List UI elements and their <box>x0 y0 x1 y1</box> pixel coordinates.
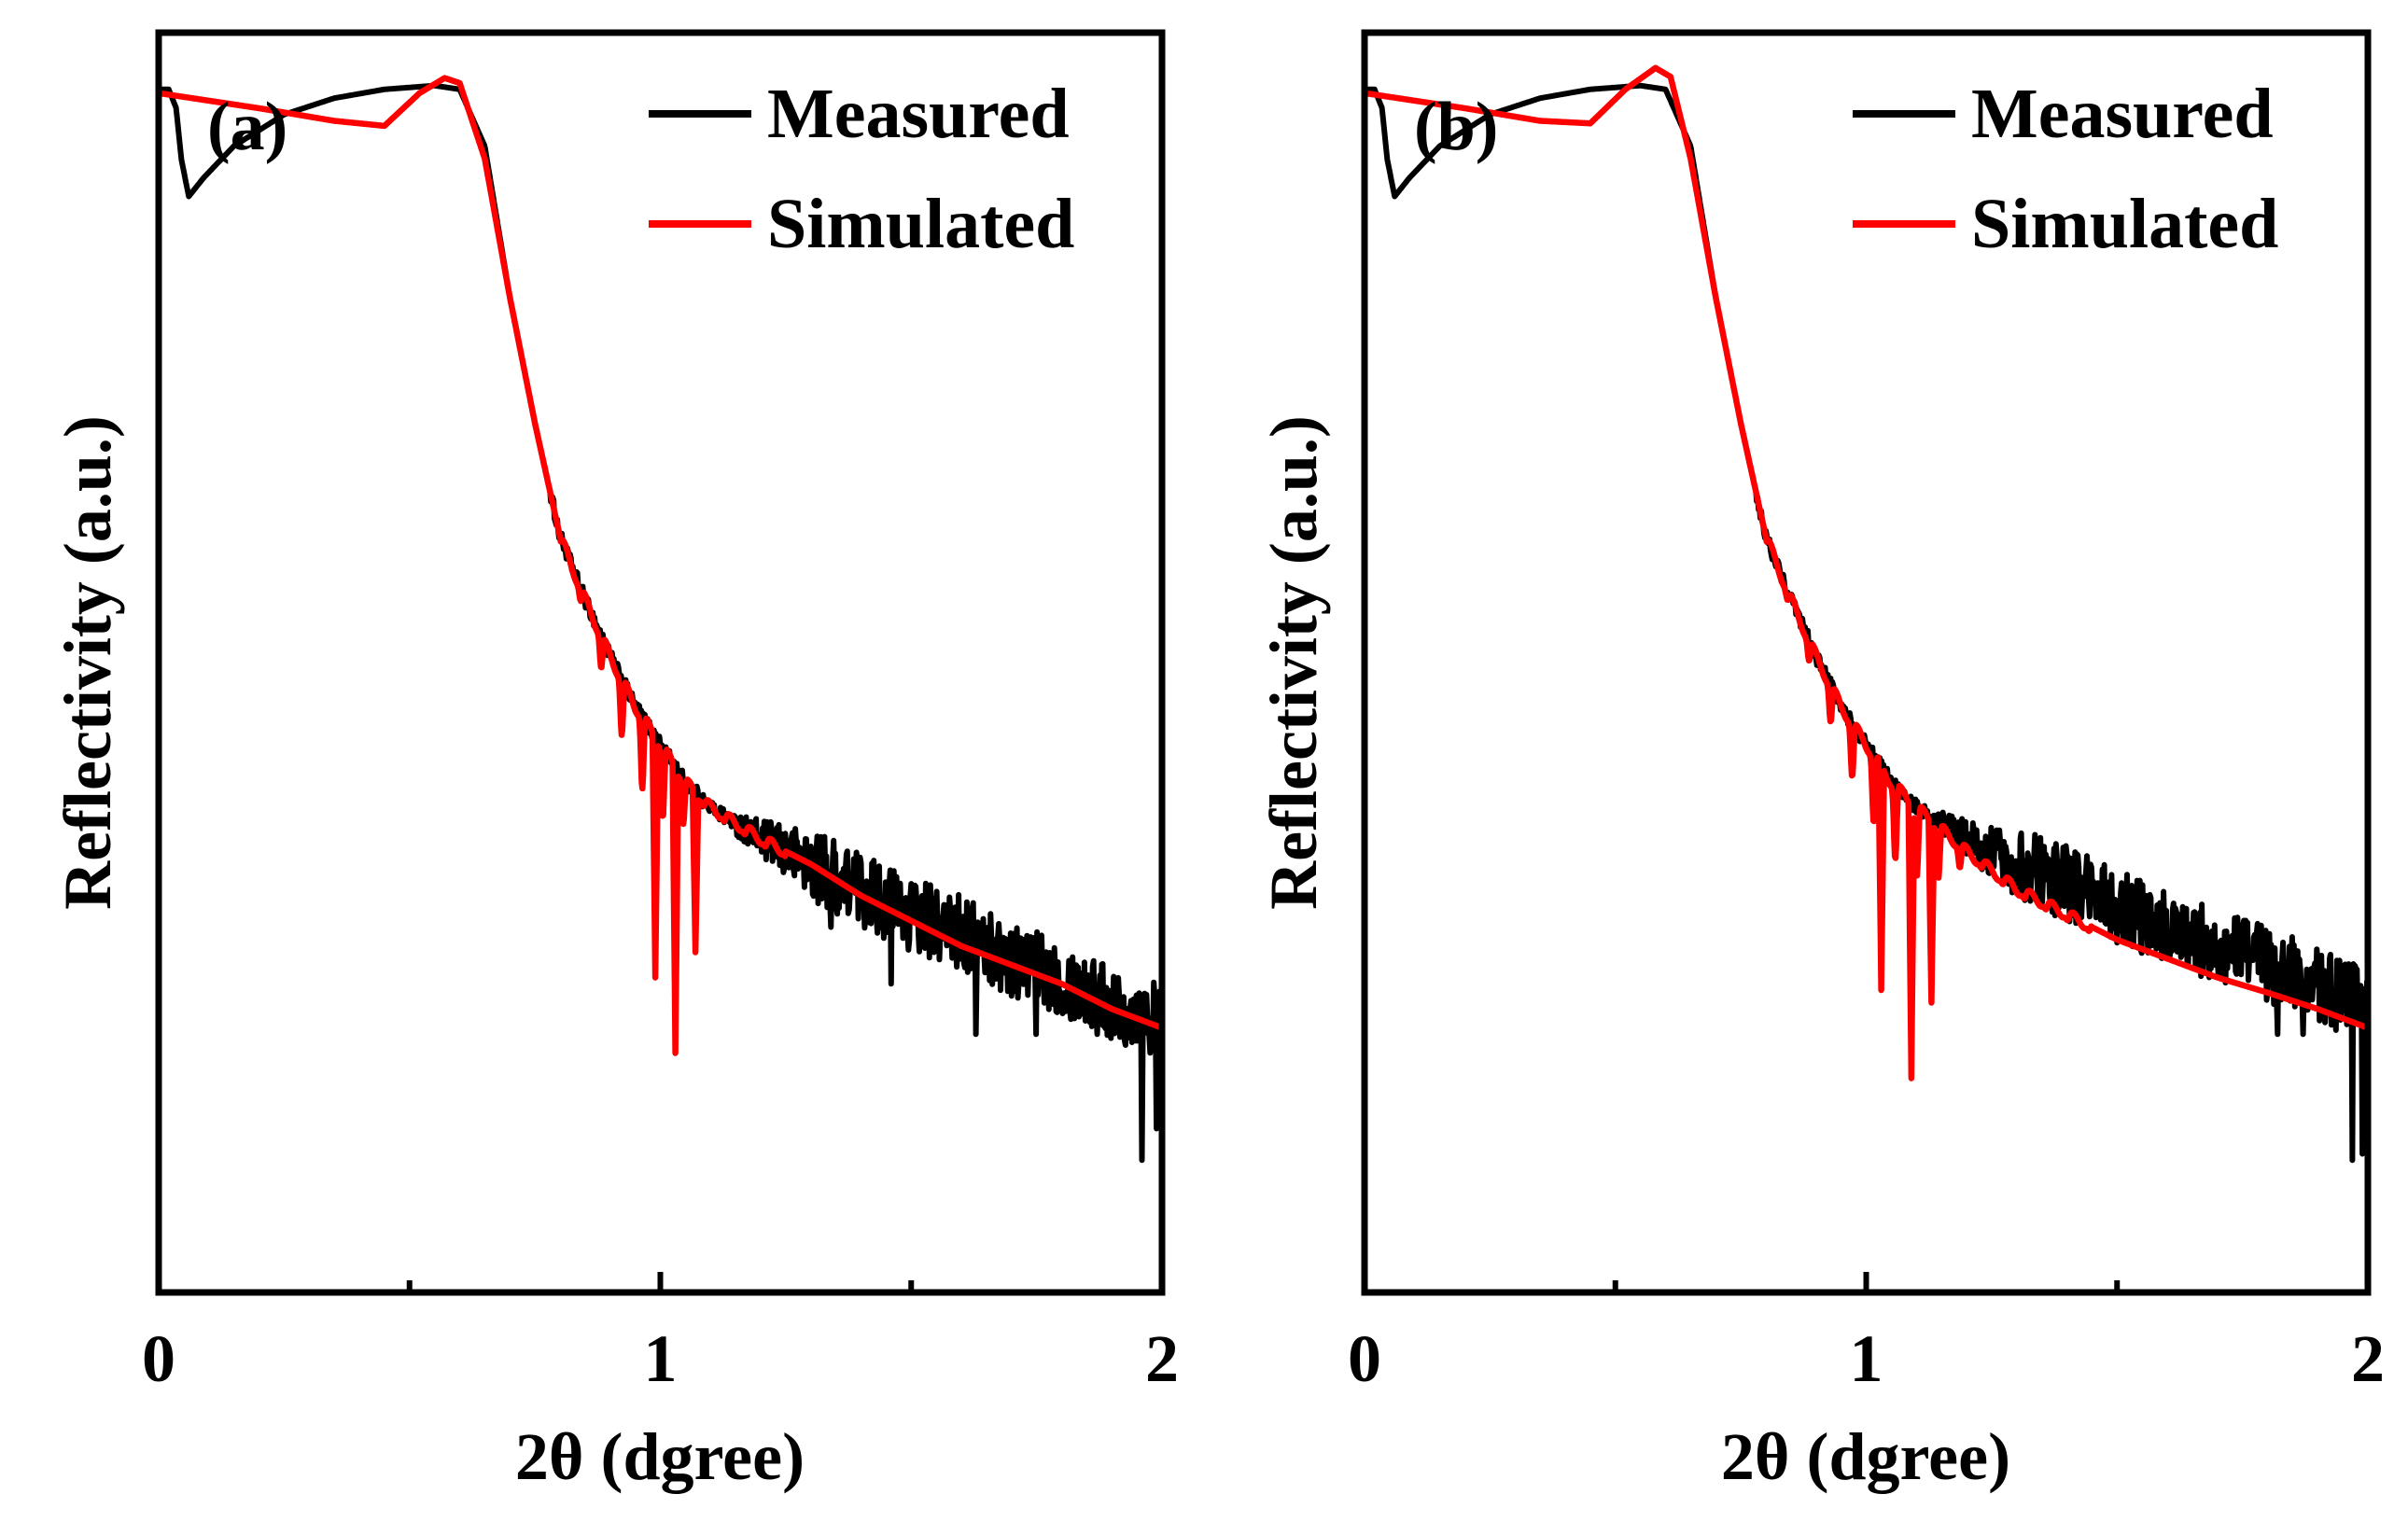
y-axis-title-a: Reflectivity (a.u.) <box>50 415 125 910</box>
panel-label-a: (a) <box>207 89 287 165</box>
curves-a <box>159 75 1162 1164</box>
x-axis-title-b: 2θ (dgree) <box>1721 1419 2010 1494</box>
panel-a: 0 1 2 (a) Measured Simulated 2θ (dgree) Re… <box>50 29 1179 1494</box>
panel-label-b: (b) <box>1414 89 1498 165</box>
x-tick-label-a: 1 <box>644 1321 678 1396</box>
x-ticks-a: 0 1 2 <box>142 1272 1179 1396</box>
x-tick-label-b: 1 <box>1850 1321 1883 1396</box>
series-simulated-line-a <box>159 75 1162 1056</box>
x-tick-label-b: 0 <box>1348 1321 1381 1396</box>
x-axis-title-a: 2θ (dgree) <box>515 1419 805 1494</box>
legend-a: Measured Simulated <box>649 75 1074 263</box>
series-simulated-line-b <box>1365 64 2368 1082</box>
legend-label-simulated-a: Simulated <box>767 185 1074 263</box>
y-axis-title-b: Reflectivity (a.u.) <box>1256 415 1331 910</box>
x-tick-label-a: 0 <box>142 1321 175 1396</box>
x-tick-label-b: 2 <box>2351 1321 2385 1396</box>
curves-b <box>1365 64 2368 1164</box>
legend-label-simulated-b: Simulated <box>1971 185 2278 263</box>
legend-label-measured-a: Measured <box>767 75 1070 153</box>
legend-label-measured-b: Measured <box>1971 75 2274 153</box>
legend-b: Measured Simulated <box>1853 75 2278 263</box>
panel-b: 0 1 2 (b) Measured Simulated 2θ (dgree) Re… <box>1256 29 2385 1494</box>
x-ticks-b: 0 1 2 <box>1348 1272 2385 1396</box>
x-tick-label-a: 2 <box>1145 1321 1179 1396</box>
